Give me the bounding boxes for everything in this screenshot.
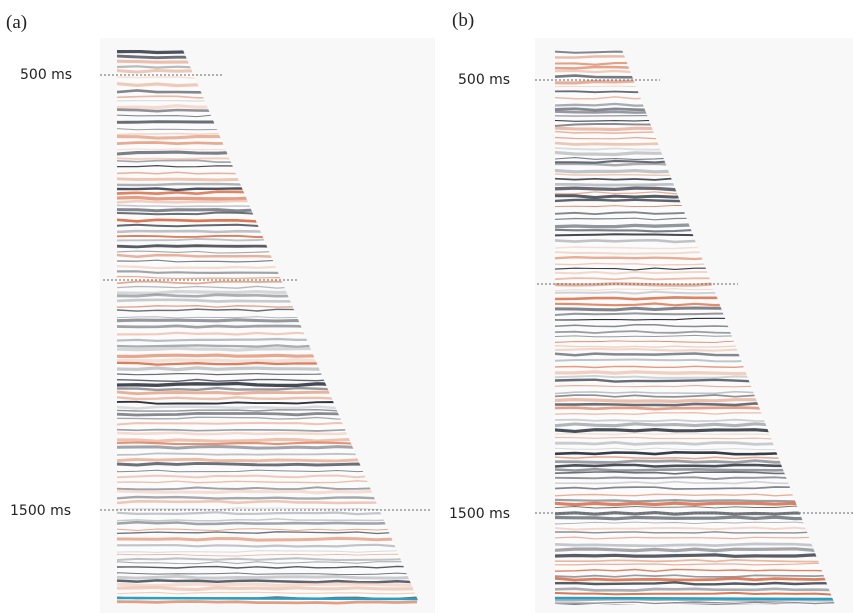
reflector (555, 526, 835, 531)
reflector (117, 579, 418, 584)
reflector (555, 536, 835, 540)
reflector (117, 600, 418, 605)
reflector (555, 542, 835, 548)
reflector (555, 476, 835, 480)
reflector (117, 536, 418, 542)
reflector (117, 489, 418, 495)
reflector (555, 515, 835, 521)
time-marker: 1500 ms (10, 503, 71, 519)
reflector (117, 561, 418, 565)
reflector (555, 493, 835, 497)
reflector (117, 591, 418, 595)
reflector (117, 507, 418, 511)
reflector (117, 557, 418, 562)
reflector (555, 553, 835, 558)
reflector (555, 547, 835, 553)
reflector (555, 562, 835, 566)
reflector (555, 480, 835, 485)
reflector (117, 574, 418, 580)
reflector (555, 486, 835, 490)
reflector (117, 565, 418, 569)
reflector (117, 585, 418, 592)
reflector (117, 596, 420, 601)
reflector (555, 581, 835, 586)
reflector (117, 486, 418, 491)
reflector (555, 587, 835, 592)
reflector (555, 591, 835, 596)
reflector (555, 559, 835, 563)
reflector (117, 520, 418, 526)
panel-label: (b) (452, 10, 474, 31)
reflector (555, 505, 835, 509)
reflector (555, 568, 835, 573)
reflector (117, 550, 418, 553)
reflector (555, 531, 835, 534)
reflector (117, 518, 418, 522)
reflector (555, 498, 835, 503)
reflector (117, 474, 418, 479)
reflector (555, 501, 835, 507)
reflector (555, 574, 835, 578)
time-marker: 500 ms (20, 67, 72, 83)
reflector (117, 480, 418, 484)
reflector (117, 553, 418, 557)
reflector (117, 511, 418, 516)
reflector (117, 495, 418, 500)
reflector (117, 531, 418, 535)
reflector (555, 601, 835, 605)
reflector (117, 582, 418, 588)
reflector (555, 521, 835, 525)
time-marker: 500 ms (458, 72, 510, 88)
reflector (117, 528, 418, 532)
time-marker: 1500 ms (449, 506, 510, 522)
reflector (555, 576, 835, 582)
reflector (555, 596, 835, 601)
reflector (117, 499, 418, 505)
reflector (117, 572, 418, 576)
panel-label: (a) (6, 12, 27, 33)
reflector (117, 543, 418, 548)
